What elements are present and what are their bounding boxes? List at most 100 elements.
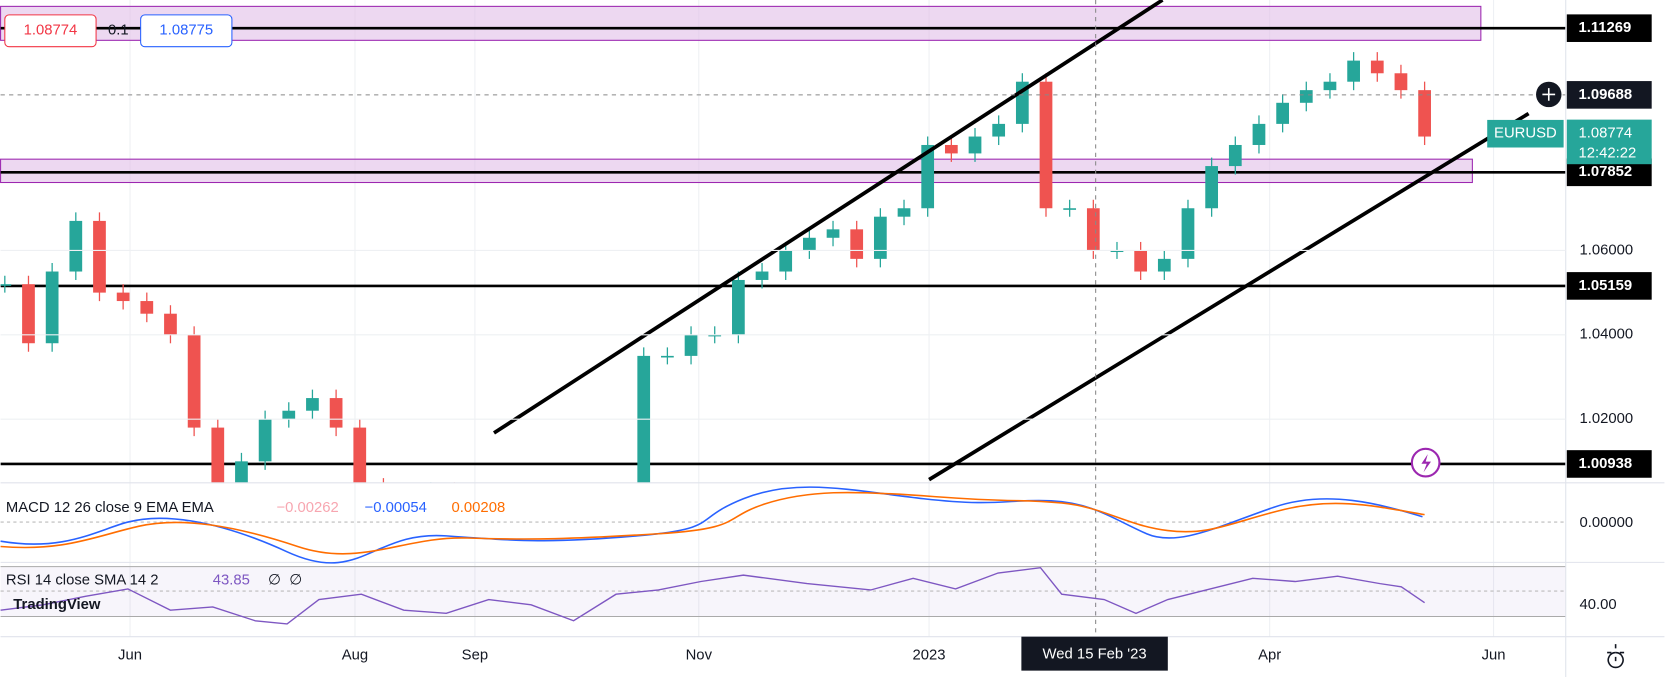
candle <box>1063 208 1077 210</box>
grid <box>129 0 1495 637</box>
candle <box>684 334 698 356</box>
candle <box>353 427 367 483</box>
candle <box>329 398 343 428</box>
candle <box>306 398 319 411</box>
candle <box>0 284 12 286</box>
candle <box>1134 250 1148 272</box>
candle <box>1039 81 1053 209</box>
time-label: 2023 <box>913 648 946 664</box>
candle <box>944 144 958 154</box>
candle <box>779 250 793 272</box>
signal-line <box>0 491 1425 555</box>
zones <box>0 5 1482 184</box>
candle <box>69 220 83 272</box>
candle <box>1205 166 1219 209</box>
price-tick-label: 1.02000 <box>1580 411 1634 427</box>
candle <box>1323 81 1337 91</box>
candle <box>211 427 225 483</box>
add-icon <box>1542 88 1556 101</box>
candle <box>637 355 651 483</box>
brand-logo: TradingView <box>13 597 101 613</box>
candle <box>1110 250 1124 253</box>
candle <box>708 334 722 337</box>
candle <box>1276 102 1289 124</box>
candle <box>614 516 627 524</box>
settings-icon[interactable] <box>1607 644 1625 669</box>
symbol: EURUSD <box>1494 126 1557 142</box>
alert-bolt <box>1421 454 1431 473</box>
level-label: 1.07852 <box>1578 164 1632 180</box>
candle <box>661 355 674 358</box>
candle <box>992 123 1006 137</box>
candle <box>282 410 296 420</box>
sell-price: 1.08774 <box>24 23 78 39</box>
time-label: Aug <box>342 648 368 664</box>
candle <box>826 229 840 238</box>
level-label: 1.05159 <box>1578 278 1632 294</box>
crosshair-price: 1.09688 <box>1578 87 1632 103</box>
candle <box>258 419 272 462</box>
macd-hist: −0.00262 <box>276 500 338 516</box>
last-price-tag <box>1566 119 1652 165</box>
buy-button[interactable] <box>140 14 233 48</box>
crosshair-date: Wed 15 Feb '23 <box>1043 647 1147 663</box>
level-tag <box>1566 450 1652 478</box>
rsi-extra: ∅ <box>268 572 281 588</box>
candle <box>1228 144 1242 167</box>
time-label: Nov <box>686 648 713 664</box>
countdown: 12:42:22 <box>1578 146 1636 162</box>
sell-button[interactable] <box>4 14 97 48</box>
candle <box>755 271 769 280</box>
candle <box>1394 73 1408 91</box>
candle <box>732 279 745 335</box>
candle <box>873 216 887 259</box>
rsi-value: 43.85 <box>213 572 250 588</box>
candle <box>803 237 816 251</box>
macd-label: MACD 12 26 close 9 EMA EMA <box>6 500 214 516</box>
crosshair-date-box <box>1021 636 1168 671</box>
last-price: 1.08774 <box>1578 125 1632 141</box>
macd-axis-tick: 0.00000 <box>1580 515 1634 531</box>
time-label: Sep <box>462 648 488 664</box>
time-label: Jun <box>118 648 142 664</box>
level-label: 1.11269 <box>1578 20 1631 36</box>
channel <box>492 0 1530 482</box>
candle <box>45 271 59 344</box>
candle <box>1370 60 1384 74</box>
candle <box>187 334 201 428</box>
candle <box>235 461 248 483</box>
macd-signal: 0.00208 <box>452 500 506 516</box>
time-label: Apr <box>1258 648 1281 664</box>
level-tag <box>1566 14 1652 42</box>
support-zone <box>0 158 1473 184</box>
candle <box>850 229 864 259</box>
candle <box>140 301 154 314</box>
candle <box>116 292 130 302</box>
price-tick-label: 1.04000 <box>1580 327 1634 343</box>
candle <box>1157 258 1171 272</box>
macd-value: −0.00054 <box>365 500 427 516</box>
rsi-extra: ∅ <box>289 572 302 588</box>
rsi-line <box>0 566 1425 625</box>
candle <box>566 546 579 567</box>
resistance-zone <box>0 5 1482 41</box>
level-label: 1.00938 <box>1578 456 1632 472</box>
buy-price: 1.08775 <box>159 23 213 39</box>
candle <box>1347 60 1360 82</box>
candle <box>22 284 35 344</box>
candle <box>1299 90 1313 103</box>
candle <box>1086 208 1100 251</box>
symbol-tag <box>1487 119 1564 148</box>
rsi-band <box>0 566 1566 617</box>
candle <box>93 220 106 293</box>
candle <box>590 525 603 546</box>
price-tick-label: 1.06000 <box>1580 242 1634 258</box>
spread: 0.1 <box>108 23 129 39</box>
crosshair-tag <box>1566 81 1652 109</box>
candle <box>1181 208 1195 259</box>
rsi-label: RSI 14 close SMA 14 2 <box>6 572 159 588</box>
candle <box>1252 123 1266 145</box>
level-tag <box>1566 272 1652 300</box>
candle <box>1418 90 1431 137</box>
